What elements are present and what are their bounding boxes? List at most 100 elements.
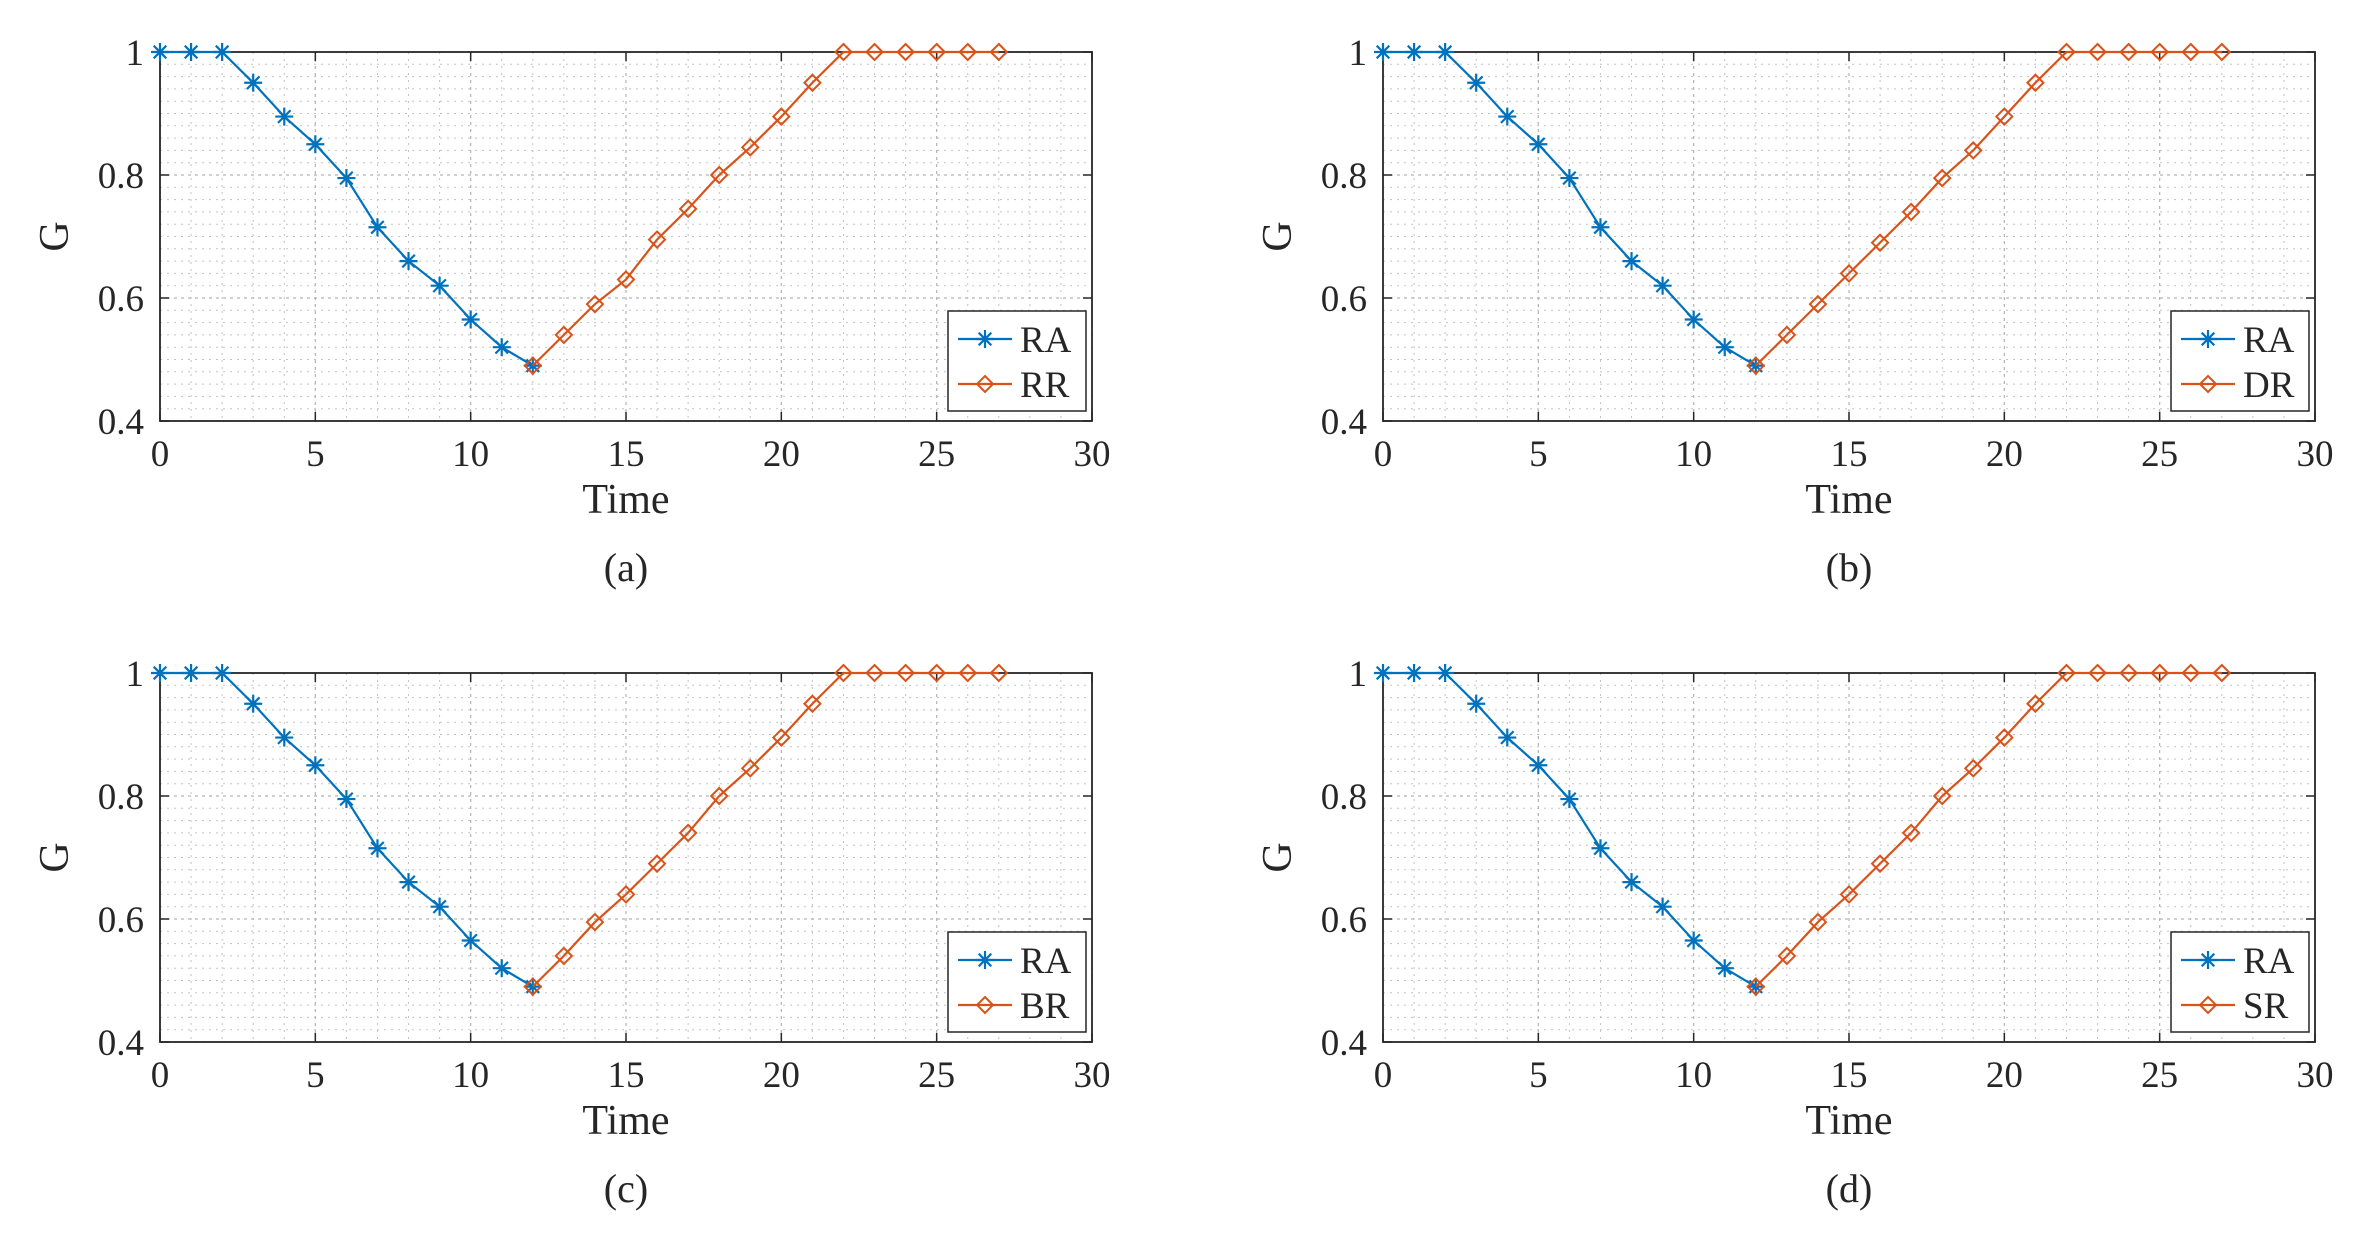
marker-stroke [152,665,168,681]
data-point-diamond [865,42,884,62]
y-tick-label: 1 [126,654,145,695]
data-point-asterisk [399,873,418,892]
y-tick-label: 1 [126,33,145,74]
data-point-asterisk [275,728,294,747]
marker-stroke [1469,75,1484,90]
marker-stroke [1438,665,1453,681]
data-point-diamond [2057,42,2076,62]
data-point-asterisk [1653,276,1672,295]
series-br [523,663,1009,997]
y-tick-label: 0.6 [1321,279,1367,320]
marker-stroke [370,841,385,856]
data-point-asterisk [492,959,511,978]
y-tick-label: 1 [1349,654,1368,695]
marker-stroke [339,170,354,186]
x-tick-label: 10 [1675,434,1712,475]
panel-caption: (b) [1826,545,1873,590]
data-point-diamond [834,663,853,683]
data-point-diamond [1808,912,1828,932]
x-tick-label: 30 [2297,1055,2334,1096]
data-point-diamond [2025,73,2045,93]
marker-stroke [183,44,199,60]
data-point-asterisk [244,73,263,92]
marker-stroke [1686,933,1701,948]
data-point-asterisk [368,218,387,237]
data-point-diamond [709,165,729,185]
data-point-diamond [1870,854,1890,874]
axes-box [1382,672,2316,1043]
marker-stroke [1717,961,1732,976]
legend-box [947,310,1087,412]
x-tick-label: 20 [1986,434,2023,475]
data-point-asterisk [182,43,201,61]
series-line-sr [1755,671,2222,988]
data-point-diamond [678,199,698,219]
marker-stroke [1469,696,1484,711]
marker-stroke [463,312,478,327]
x-axis-label: Time [1805,1098,1892,1144]
legend-item-ra: RA [958,941,1072,982]
data-point-asterisk [1622,252,1641,271]
data-point-asterisk [1374,43,1392,61]
marker-stroke [1562,170,1577,186]
data-point-diamond [1932,168,1952,188]
x-tick-label: 20 [1986,1055,2023,1096]
y-tick-label: 0.6 [98,900,144,941]
data-point-asterisk [337,790,356,809]
data-point-diamond [1746,356,1766,376]
data-point-diamond [585,294,605,314]
data-point-diamond [2181,42,2201,62]
data-point-diamond [1901,823,1921,843]
marker-stroke [308,137,323,152]
data-point-diamond [989,42,1009,62]
marker-stroke [463,933,478,948]
data-point-diamond [2198,374,2218,394]
marker-stroke [1406,44,1422,60]
series-sr [1746,663,2232,997]
data-point-asterisk [1467,694,1486,713]
x-tick-label: 30 [1074,434,1111,475]
data-point-asterisk [1467,73,1486,92]
marker-stroke [370,220,385,235]
panel-caption: (d) [1826,1166,1873,1211]
data-point-diamond [802,73,822,93]
series-rr [523,42,1009,376]
data-point-asterisk [1715,338,1734,357]
axes-box [159,51,1093,422]
marker-stroke [215,665,230,681]
data-point-diamond [523,356,543,376]
x-tick-label: 5 [1529,1055,1548,1096]
y-tick-label: 0.8 [1321,777,1367,818]
marker-stroke [977,331,993,347]
series-line-br [532,671,999,988]
data-point-asterisk [1591,839,1610,858]
data-point-asterisk [151,664,169,682]
marker-stroke [401,254,416,269]
x-tick-label: 0 [1374,434,1393,475]
marker-stroke [432,278,447,293]
x-tick-label: 10 [452,434,489,475]
x-tick-label: 30 [2297,434,2334,475]
y-tick-label: 1 [1349,33,1368,74]
marker-stroke [1500,109,1515,124]
y-tick-label: 0.6 [1321,900,1367,941]
data-point-asterisk [1715,959,1734,978]
data-point-diamond [740,758,760,778]
marker-stroke [215,44,230,60]
x-tick-label: 15 [1831,1055,1868,1096]
data-point-diamond [771,107,791,126]
x-tick-label: 0 [151,1055,170,1096]
data-point-diamond [2150,42,2170,62]
data-point-diamond [802,694,822,714]
data-point-asterisk [430,276,449,295]
data-point-asterisk [1684,310,1703,329]
y-axis-label: G [1255,221,1301,251]
x-tick-label: 5 [306,1055,325,1096]
data-point-diamond [834,42,853,62]
data-point-asterisk [1436,43,1455,61]
x-tick-label: 20 [763,434,800,475]
series-ra [151,43,542,375]
